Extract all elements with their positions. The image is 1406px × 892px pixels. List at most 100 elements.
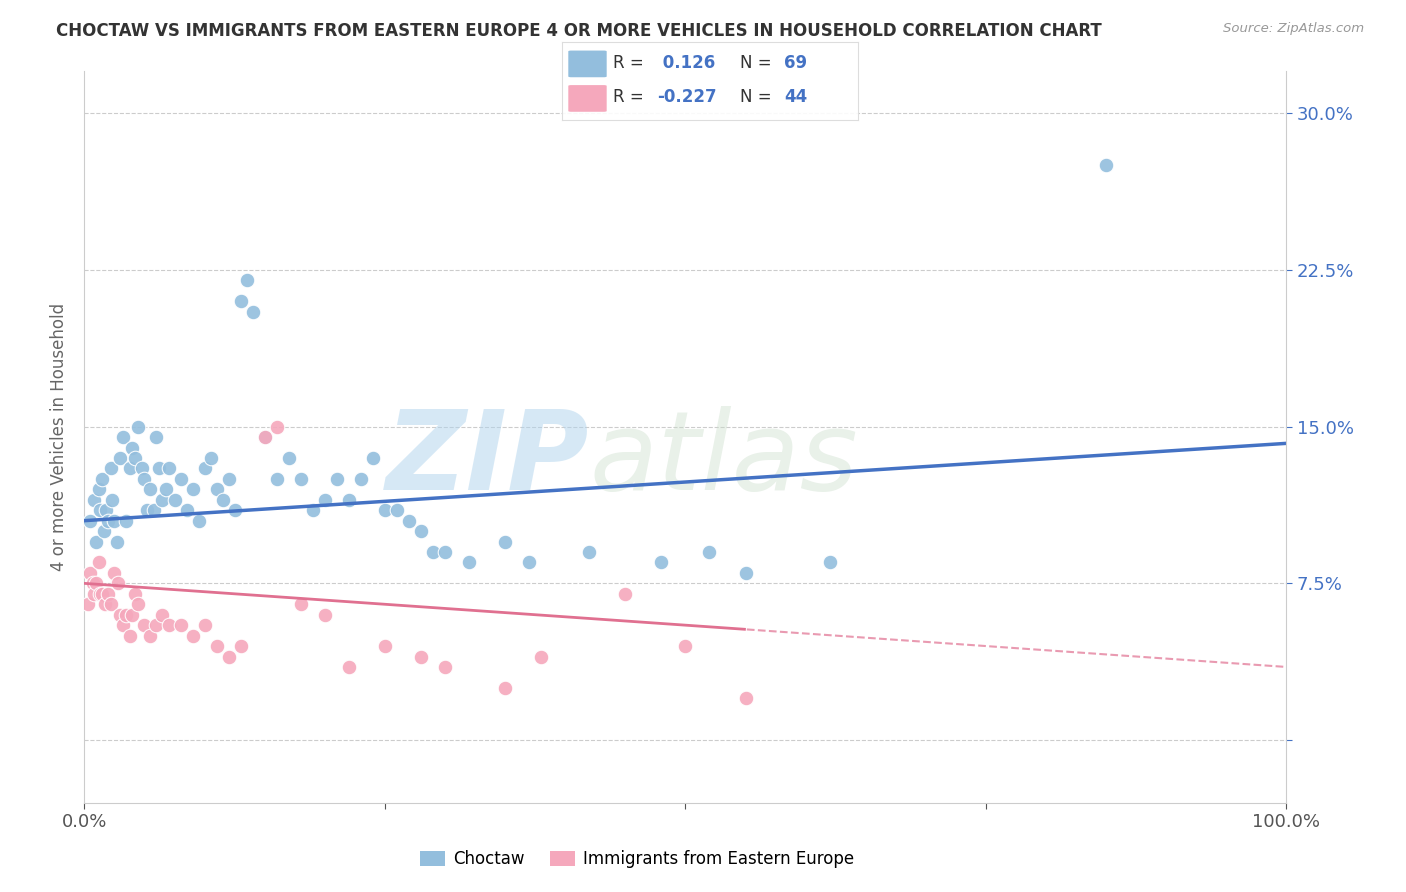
Point — [94, 597, 117, 611]
Point — [111, 430, 134, 444]
Point — [103, 566, 125, 580]
Point — [121, 607, 143, 622]
Point — [93, 524, 115, 538]
Point — [385, 503, 408, 517]
Text: 0.126: 0.126 — [657, 54, 716, 72]
Point — [127, 419, 149, 434]
Point — [77, 597, 100, 611]
Point — [86, 534, 108, 549]
Point — [107, 576, 129, 591]
Point — [152, 607, 174, 622]
Point — [374, 503, 396, 517]
Point — [1095, 158, 1118, 172]
Point — [494, 534, 516, 549]
Point — [94, 503, 117, 517]
Point — [181, 629, 204, 643]
Point — [89, 503, 111, 517]
Point — [314, 492, 336, 507]
Point — [374, 639, 396, 653]
Point — [118, 629, 141, 643]
Point — [242, 304, 264, 318]
FancyBboxPatch shape — [568, 85, 607, 112]
Point — [118, 461, 141, 475]
Point — [314, 607, 336, 622]
Point — [675, 639, 697, 653]
Point — [89, 587, 111, 601]
Text: R =: R = — [613, 54, 648, 72]
Point — [157, 618, 180, 632]
Point — [650, 556, 672, 570]
Point — [578, 545, 600, 559]
Point — [290, 597, 312, 611]
Point — [409, 524, 432, 538]
Point — [422, 545, 444, 559]
Point — [131, 461, 153, 475]
Point — [111, 618, 134, 632]
Point — [409, 649, 432, 664]
Point — [614, 587, 637, 601]
Point — [398, 514, 420, 528]
FancyBboxPatch shape — [568, 51, 607, 78]
Point — [79, 514, 101, 528]
Point — [205, 639, 228, 653]
Point — [530, 649, 553, 664]
Point — [517, 556, 540, 570]
Point — [458, 556, 481, 570]
Point — [205, 483, 228, 497]
Point — [103, 514, 125, 528]
Point — [82, 576, 104, 591]
Point — [235, 273, 257, 287]
Text: N =: N = — [740, 88, 776, 106]
Point — [290, 472, 312, 486]
Point — [326, 472, 349, 486]
Point — [176, 503, 198, 517]
Point — [253, 430, 276, 444]
Point — [110, 607, 132, 622]
Point — [194, 618, 217, 632]
Point — [266, 472, 288, 486]
Point — [100, 597, 122, 611]
Point — [253, 430, 276, 444]
Point — [337, 492, 360, 507]
Point — [200, 450, 222, 465]
Point — [266, 419, 288, 434]
Point — [152, 492, 174, 507]
Point — [145, 618, 167, 632]
Point — [229, 294, 252, 309]
Text: 44: 44 — [785, 88, 807, 106]
Text: R =: R = — [613, 88, 648, 106]
Y-axis label: 4 or more Vehicles in Household: 4 or more Vehicles in Household — [51, 303, 69, 571]
Point — [91, 587, 114, 601]
Point — [87, 556, 110, 570]
Point — [121, 441, 143, 455]
Legend: Choctaw, Immigrants from Eastern Europe: Choctaw, Immigrants from Eastern Europe — [413, 844, 860, 875]
Text: ZIP: ZIP — [385, 406, 589, 513]
Point — [135, 503, 157, 517]
Point — [79, 566, 101, 580]
Point — [83, 587, 105, 601]
Point — [699, 545, 721, 559]
Text: 69: 69 — [785, 54, 807, 72]
Point — [115, 607, 138, 622]
Point — [434, 660, 457, 674]
Point — [163, 492, 186, 507]
Point — [100, 461, 122, 475]
Point — [139, 483, 162, 497]
Point — [115, 514, 138, 528]
Point — [124, 587, 146, 601]
Point — [218, 472, 240, 486]
Point — [337, 660, 360, 674]
Point — [87, 483, 110, 497]
Point — [143, 503, 166, 517]
Point — [494, 681, 516, 695]
Point — [169, 472, 191, 486]
Point — [155, 483, 177, 497]
Point — [101, 492, 124, 507]
Point — [134, 618, 156, 632]
Point — [91, 472, 114, 486]
Text: CHOCTAW VS IMMIGRANTS FROM EASTERN EUROPE 4 OR MORE VEHICLES IN HOUSEHOLD CORREL: CHOCTAW VS IMMIGRANTS FROM EASTERN EUROP… — [56, 22, 1102, 40]
Point — [86, 576, 108, 591]
Point — [105, 534, 128, 549]
Point — [157, 461, 180, 475]
Point — [169, 618, 191, 632]
